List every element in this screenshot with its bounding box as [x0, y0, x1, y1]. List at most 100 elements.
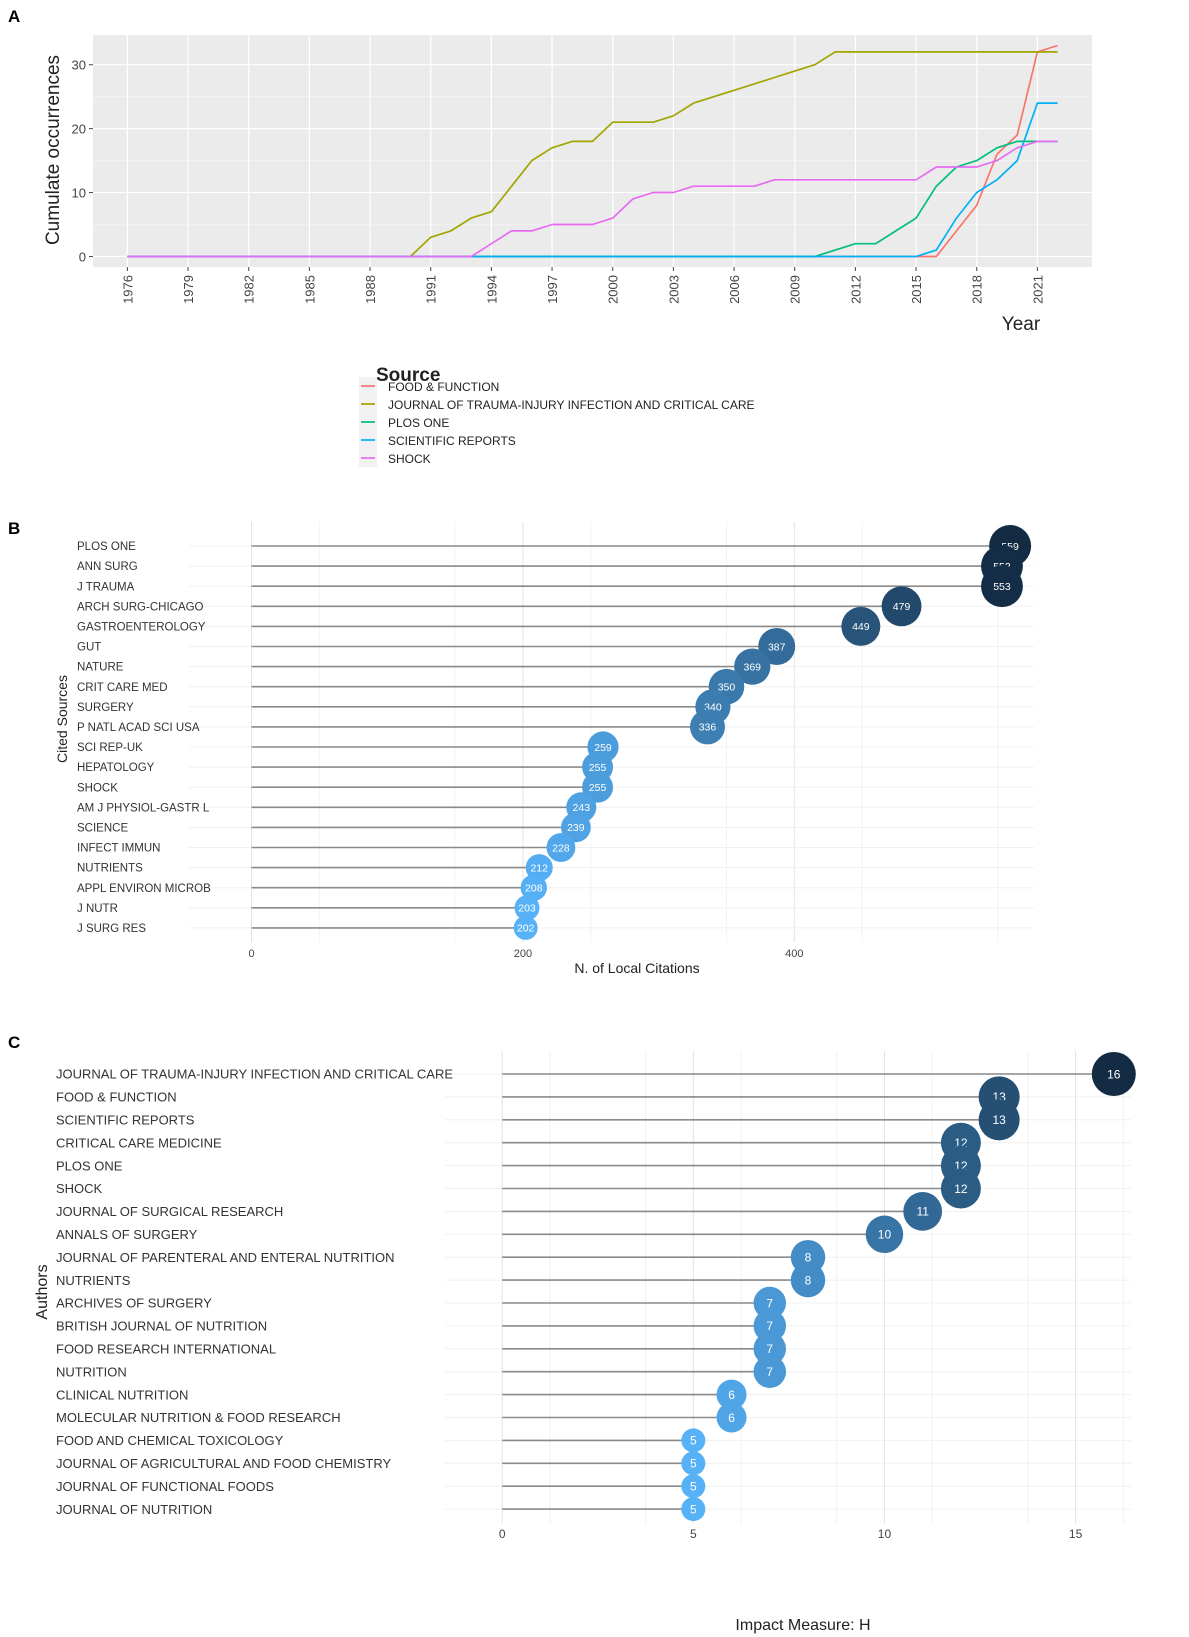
legend-title: Source	[376, 365, 440, 386]
category-label: NUTRIENTS	[56, 1273, 131, 1288]
bubble-value-label: 553	[993, 581, 1011, 593]
category-label: SURGERY	[77, 702, 134, 714]
category-label: FOOD & FUNCTION	[56, 1090, 177, 1105]
legend-label: FOOD & FUNCTION	[388, 380, 499, 394]
bubble-value-label: 13	[992, 1113, 1006, 1127]
category-label: JOURNAL OF TRAUMA-INJURY INFECTION AND C…	[56, 1067, 453, 1082]
bubble	[753, 1332, 787, 1366]
category-label: GASTROENTEROLOGY	[77, 622, 206, 634]
x-tick-label: 1982	[242, 275, 257, 304]
bubble-value-label: 7	[766, 1342, 773, 1356]
category-label: FOOD RESEARCH INTERNATIONAL	[56, 1341, 276, 1356]
category-label: J SURG RES	[77, 923, 146, 935]
category-label: JOURNAL OF PARENTERAL AND ENTERAL NUTRIT…	[56, 1250, 395, 1265]
x-tick-label: 15	[1069, 1527, 1083, 1541]
series-line-plos-one	[127, 140, 1058, 258]
y-tick-label: 10	[72, 186, 86, 201]
bubble	[560, 812, 591, 843]
bubble	[681, 1428, 706, 1453]
bubble-value-label: 5	[690, 1502, 697, 1516]
panel-a-x-tick-labels: 1976 1979 1982 1985 1988 1991 1994 1997 2000 2003…	[120, 267, 1045, 304]
series-line-food-function	[127, 44, 1058, 258]
panel-b-lollipop-chart: B 55955355347944938736935034033625925525…	[8, 519, 1034, 976]
legend-label: PLOS ONE	[388, 416, 449, 430]
x-tick-label: 2009	[788, 275, 803, 304]
panel-b-sticks	[251, 545, 1011, 929]
panel-b-x-axis-label: N. of Local Citations	[574, 960, 699, 976]
category-label: GUT	[77, 642, 101, 654]
bubble	[753, 1309, 787, 1343]
category-label: JOURNAL OF SURGICAL RESEARCH	[56, 1204, 283, 1219]
x-tick-label: 2012	[848, 275, 863, 304]
category-label: ARCH SURG-CHICAGO	[77, 601, 204, 613]
x-tick-label: 2018	[970, 275, 985, 304]
bubble-value-label: 369	[744, 661, 762, 673]
x-tick-label: 400	[785, 948, 803, 960]
bubble	[1091, 1052, 1136, 1096]
x-tick-label: 2021	[1030, 275, 1045, 304]
bubble-value-label: 239	[567, 822, 585, 834]
bubble	[841, 606, 881, 646]
legend-label: SHOCK	[388, 452, 431, 466]
panel-b-bubbles: 5595535534794493873693503403362592552552…	[513, 525, 1032, 940]
category-label: ANNALS OF SURGERY	[56, 1227, 198, 1242]
bubble-value-label: 243	[573, 802, 591, 814]
x-tick-label: 1997	[545, 275, 560, 304]
bubble-value-label: 8	[805, 1273, 812, 1287]
bubble-value-label: 10	[878, 1228, 892, 1242]
bubble-value-label: 336	[699, 722, 717, 734]
bubble-value-label: 7	[766, 1365, 773, 1379]
x-tick-label: 1994	[484, 275, 499, 304]
panel-b-letter: B	[8, 519, 20, 538]
category-label: HEPATOLOGY	[77, 762, 155, 774]
bubble-value-label: 212	[530, 862, 548, 874]
x-tick-label: 2000	[606, 275, 621, 304]
bubble-value-label: 7	[766, 1296, 773, 1310]
bubble	[525, 854, 553, 882]
series-line-journal-of-trauma-injury-infection-and-critical-care	[127, 51, 1058, 258]
legend-label: JOURNAL OF TRAUMA-INJURY INFECTION AND C…	[388, 398, 755, 412]
x-tick-label: 2015	[909, 275, 924, 304]
category-label: MOLECULAR NUTRITION & FOOD RESEARCH	[56, 1410, 341, 1425]
x-tick-label: 5	[690, 1527, 697, 1541]
y-tick-label: 20	[72, 122, 86, 137]
x-tick-label: 0	[499, 1527, 506, 1541]
panel-a-y-axis-label: Cumulate occurrences	[43, 55, 64, 245]
x-tick-label: 1985	[302, 275, 317, 304]
panel-c-sticks	[502, 1073, 1114, 1510]
panel-a-y-tick-labels: 0 10 20 30	[72, 58, 93, 264]
category-label: ANN SURG	[77, 561, 138, 573]
panel-c-x-tick-labels: 0 5 10 15	[499, 1527, 1083, 1541]
category-label: JOURNAL OF NUTRITION	[56, 1502, 212, 1517]
panel-b-gridlines	[189, 522, 1034, 942]
category-label: JOURNAL OF AGRICULTURAL AND FOOD CHEMIST…	[56, 1456, 391, 1471]
series-line-scientific-reports	[127, 102, 1058, 258]
category-label: CLINICAL NUTRITION	[56, 1387, 188, 1402]
bubble	[865, 1215, 904, 1254]
category-label: NUTRIENTS	[77, 863, 143, 875]
x-tick-label: 1991	[424, 275, 439, 304]
panel-c-y-axis-label: Authors	[34, 1264, 51, 1319]
bubble-value-label: 8	[805, 1251, 812, 1265]
panel-a-plot-background	[93, 35, 1092, 267]
panel-a-series-lines	[127, 44, 1058, 258]
x-tick-label: 10	[878, 1527, 892, 1541]
bubble-value-label: 5	[690, 1434, 697, 1448]
panel-b-y-axis-label: Cited Sources	[54, 675, 70, 763]
category-label: PLOS ONE	[56, 1158, 123, 1173]
category-label: ARCHIVES OF SURGERY	[56, 1296, 212, 1311]
bubble-value-label: 228	[552, 842, 570, 854]
bubble	[681, 1497, 706, 1522]
category-label: APPL ENVIRON MICROB	[77, 883, 211, 895]
category-label: AM J PHYSIOL-GASTR L	[77, 802, 210, 814]
x-tick-label: 200	[514, 948, 532, 960]
category-label: SCI REP-UK	[77, 742, 143, 754]
panel-a-letter: A	[8, 7, 20, 26]
panel-a-gridlines	[93, 35, 1092, 267]
category-label: JOURNAL OF FUNCTIONAL FOODS	[56, 1479, 274, 1494]
y-tick-label: 0	[79, 249, 86, 264]
